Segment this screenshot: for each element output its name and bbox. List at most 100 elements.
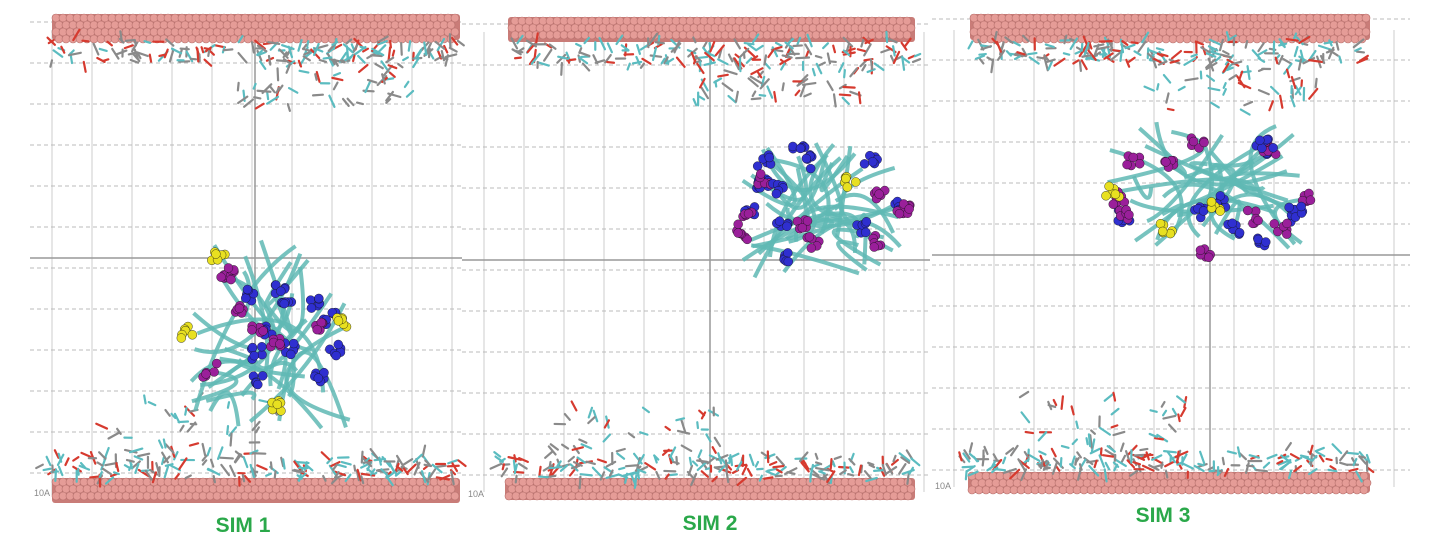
lipid-bond (639, 431, 649, 436)
lipid-bond (676, 429, 691, 435)
lipid-bond (267, 41, 281, 45)
lipid-bond (725, 468, 730, 484)
residue-atom (211, 249, 221, 259)
residue-atom (861, 227, 871, 238)
lipid-bond (405, 89, 415, 98)
lipid-bond (696, 62, 705, 75)
lipid-bond (106, 40, 113, 47)
lipid-bond (387, 46, 392, 62)
lipid-bond (796, 36, 802, 46)
lipid-bond (184, 474, 192, 480)
lipid-bond (1314, 446, 1325, 453)
lipid-bond (734, 53, 742, 60)
lipid-bond (1244, 39, 1249, 49)
lipid-bond (163, 465, 170, 479)
lipid-bond (698, 95, 706, 101)
lipid-bond (748, 453, 755, 467)
lipid-bond (360, 472, 376, 477)
lipid-bond (604, 53, 612, 64)
lipid-bond (639, 62, 646, 69)
lipid-bond (64, 457, 70, 467)
lipid-bond (958, 451, 963, 462)
lipid-bond (112, 471, 120, 476)
lipid-bond (254, 39, 266, 50)
lipid-bond (151, 471, 158, 484)
lipid-bond (92, 42, 100, 56)
lipid-bond (587, 406, 594, 419)
lipid-bond (421, 444, 427, 458)
residue-atom (782, 221, 792, 232)
lipid-bond (1162, 449, 1177, 454)
lipid-bond (57, 452, 63, 463)
lipid-bond (571, 446, 584, 451)
lipid-bond (651, 46, 658, 62)
lipid-bond (72, 456, 80, 462)
lipid-bond (620, 44, 630, 52)
lipid-bond (1164, 460, 1175, 468)
lipid-bond (226, 425, 230, 436)
lipid-bond (538, 465, 542, 477)
residue-atom (1206, 197, 1217, 207)
lipid-bond (82, 60, 87, 73)
lipid-bond (1087, 433, 1092, 448)
lipid-bond (1184, 77, 1199, 82)
lipid-bond (696, 421, 700, 430)
lipid-bond (675, 455, 679, 466)
residue-atom (1158, 226, 1168, 237)
residue-atom (312, 324, 322, 335)
lipid-bond (838, 93, 852, 97)
lipid-bond (128, 447, 144, 454)
lipid-bond (160, 456, 165, 466)
lipid-bond (1145, 451, 1150, 461)
residue-atom (1195, 245, 1206, 255)
lipid-bond (537, 61, 550, 67)
lipid-bond (736, 476, 748, 487)
lipid-bond (109, 472, 119, 478)
lipid-bond (376, 35, 389, 44)
lipid-bond (203, 58, 213, 67)
lipid-bond (395, 454, 404, 467)
lipid-bond (286, 103, 292, 112)
residue-atom (271, 280, 281, 290)
lipid-bond (711, 446, 717, 454)
lipid-bond (130, 460, 141, 470)
residue-atom (319, 367, 329, 378)
lipid-bond (1143, 85, 1155, 92)
lipid-bond (450, 36, 459, 46)
lipid-bond (773, 90, 777, 103)
lipid-bond (1327, 468, 1338, 473)
lipid-bond (556, 53, 567, 64)
lipid-bond (249, 449, 259, 455)
lipid-bond (901, 468, 915, 475)
lipid-bond (1219, 53, 1233, 59)
lipid-bond (402, 467, 409, 476)
lipid-bond (267, 54, 272, 66)
lipid-bond (400, 41, 403, 56)
lipid-bond (344, 473, 352, 483)
lipid-bond (333, 72, 342, 77)
lipid-bond (330, 460, 341, 468)
lipid-bond (330, 476, 339, 485)
lipid-bond (615, 34, 624, 46)
lipid-bond (905, 449, 914, 460)
lipid-bond (794, 89, 801, 97)
lipid-bond (456, 39, 465, 47)
lipid-bond (750, 97, 762, 101)
lipid-bond (543, 48, 553, 62)
lipid-bond (1329, 465, 1337, 471)
lipid-bond (104, 476, 115, 485)
residue-atom (288, 338, 299, 349)
lipid-bond (766, 85, 774, 99)
lipid-bond (641, 57, 652, 65)
lipid-bond (1160, 461, 1164, 469)
lipid-bond (861, 63, 867, 72)
lipid-bond (457, 459, 467, 468)
lipid-bond (967, 40, 974, 50)
residue-atom (1128, 152, 1138, 163)
lipid-bond (344, 55, 353, 62)
lipid-bond (242, 456, 249, 469)
lipid-bond (333, 470, 347, 477)
lipid-bond (1133, 50, 1142, 57)
lipid-bond (746, 467, 753, 477)
lipid-bond (692, 98, 698, 107)
